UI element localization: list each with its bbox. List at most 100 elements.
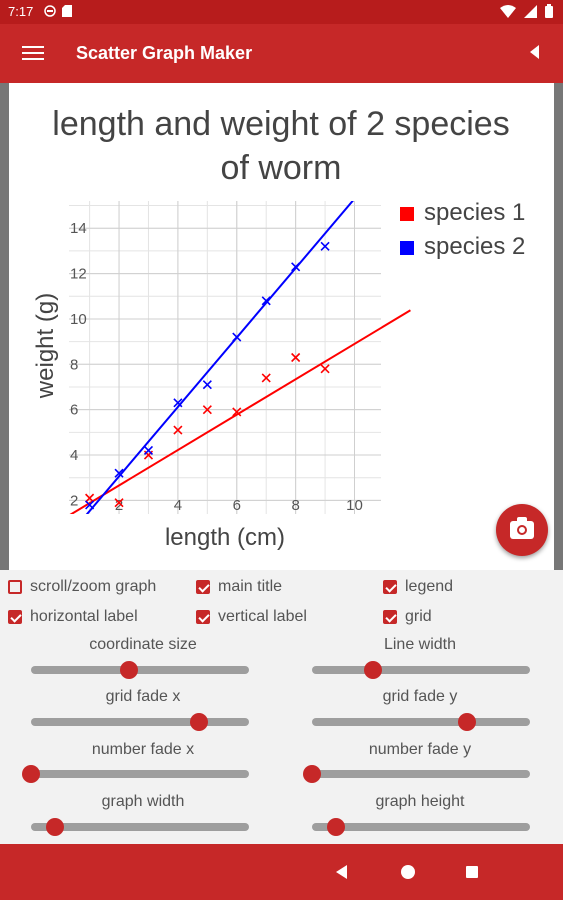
slider-thumb[interactable] — [326, 818, 345, 836]
legend-checkbox[interactable]: legend — [383, 578, 453, 596]
line-width-label: Line width — [383, 636, 457, 653]
checkbox-label: main title — [218, 578, 283, 595]
coordinate-size-label: coordinate size — [89, 636, 197, 653]
system-icons — [500, 4, 553, 18]
grid-checkbox[interactable]: grid — [383, 608, 432, 626]
nav-recents-icon[interactable] — [466, 866, 478, 878]
main-title-checkbox[interactable]: main title — [196, 578, 282, 596]
y-axis-label: weight (g) — [32, 293, 59, 399]
status-bar: 7:17 — [0, 0, 563, 24]
data-point-1 — [291, 352, 301, 363]
data-point-2 — [291, 262, 301, 272]
data-point-2 — [261, 296, 271, 306]
slider-thumb[interactable] — [45, 818, 64, 836]
data-point-1 — [261, 373, 271, 383]
graph-height-label: graph height — [375, 793, 465, 810]
y-tick-label: 6 — [70, 402, 78, 419]
y-tick-label: 12 — [70, 266, 87, 283]
chart-title: of worm — [221, 149, 342, 187]
grid-fade-y-label: grid fade y — [382, 688, 458, 705]
number-fade-y-label: number fade y — [368, 741, 472, 758]
checkbox-box[interactable] — [383, 580, 397, 594]
checkbox-box[interactable] — [383, 610, 397, 624]
y-tick-label: 14 — [70, 220, 87, 237]
navigation-bar — [0, 844, 563, 900]
checkbox-label: horizontal label — [30, 608, 138, 625]
checkbox-label: vertical label — [218, 608, 307, 625]
slider-thumb[interactable] — [457, 713, 476, 731]
x-tick-label: 10 — [346, 497, 363, 514]
checkbox-box[interactable] — [8, 580, 22, 594]
x-tick-label: 6 — [233, 497, 241, 514]
graph-width-label: graph width — [101, 793, 185, 810]
chart-title: length and weight of 2 species — [52, 105, 509, 143]
data-point-2 — [143, 445, 154, 456]
x-axis-label: length (cm) — [165, 524, 285, 551]
checkbox-box[interactable] — [196, 580, 210, 594]
slider-thumb[interactable] — [189, 713, 208, 731]
sync-icon — [44, 5, 56, 17]
data-point-2 — [114, 468, 124, 478]
data-point-2 — [232, 332, 242, 342]
horizontal-label-checkbox[interactable]: horizontal label — [8, 608, 138, 626]
number-fade-x-slider[interactable] — [22, 765, 249, 783]
app-title: Scatter Graph Maker — [76, 43, 253, 63]
checkbox-label: scroll/zoom graph — [30, 578, 157, 595]
data-point-1 — [320, 364, 330, 374]
data-point-2 — [173, 398, 183, 408]
slider-thumb[interactable] — [120, 661, 139, 679]
sd-card-icon — [62, 5, 72, 17]
battery-icon — [545, 4, 553, 18]
data-point-2 — [85, 500, 95, 510]
y-tick-label: 10 — [70, 311, 87, 328]
scatter-chart: length and weight of 2 species of worm 2 4 6… — [32, 105, 525, 551]
grid-fade-x-slider[interactable] — [31, 713, 249, 731]
data-point-1 — [202, 405, 212, 415]
grid-fade-x-label: grid fade x — [105, 688, 181, 705]
slider-thumb[interactable] — [22, 765, 40, 783]
data-point-2 — [202, 380, 212, 390]
y-tick-label: 8 — [70, 356, 78, 373]
legend-label: species 1 — [424, 199, 525, 226]
nav-back-icon[interactable] — [336, 865, 347, 879]
data-point-1 — [232, 407, 242, 417]
back-arrow-icon[interactable] — [530, 45, 539, 59]
wifi-icon — [500, 4, 516, 18]
x-tick-label: 8 — [291, 497, 299, 514]
nav-home-icon[interactable] — [401, 865, 415, 879]
number-fade-y-slider[interactable] — [303, 765, 530, 783]
screenshot-button[interactable] — [496, 504, 548, 556]
line-width-slider[interactable] — [312, 661, 530, 679]
data-point-1 — [85, 493, 95, 503]
camera-icon — [510, 517, 534, 539]
x-tick-label: 4 — [174, 497, 182, 514]
graph-panel: length and weight of 2 species of worm 2 4 6… — [0, 83, 563, 570]
data-point-1 — [173, 425, 183, 435]
trendline-2 — [85, 201, 354, 514]
graph-width-slider[interactable] — [31, 818, 249, 836]
graph-canvas[interactable]: length and weight of 2 species of worm 2 4 6… — [9, 83, 554, 570]
checkbox-box[interactable] — [8, 610, 22, 624]
legend-swatch — [400, 207, 414, 221]
coordinate-size-slider[interactable] — [31, 661, 249, 679]
scroll-zoom-checkbox[interactable]: scroll/zoom graph — [8, 578, 156, 596]
app-bar: Scatter Graph Maker — [0, 24, 563, 83]
slider-thumb[interactable] — [364, 661, 383, 679]
grid-fade-y-slider[interactable] — [312, 713, 530, 731]
checkbox-box[interactable] — [196, 610, 210, 624]
data-point-2 — [320, 241, 330, 251]
menu-icon[interactable] — [22, 42, 44, 64]
checkbox-label: legend — [405, 578, 454, 595]
vertical-label-checkbox[interactable]: vertical label — [196, 608, 307, 626]
slider-thumb[interactable] — [303, 765, 321, 783]
y-tick-label: 2 — [70, 492, 78, 509]
checkbox-label: grid — [405, 608, 432, 625]
controls-panel: scroll/zoom graph main title legend hori… — [0, 570, 563, 844]
legend-swatch — [400, 241, 414, 255]
signal-icon — [524, 4, 537, 18]
number-fade-x-label: number fade x — [91, 741, 195, 758]
y-tick-label: 4 — [70, 447, 78, 464]
graph-height-slider[interactable] — [312, 818, 530, 836]
notification-icons — [44, 5, 72, 17]
data-point-1 — [114, 498, 124, 508]
